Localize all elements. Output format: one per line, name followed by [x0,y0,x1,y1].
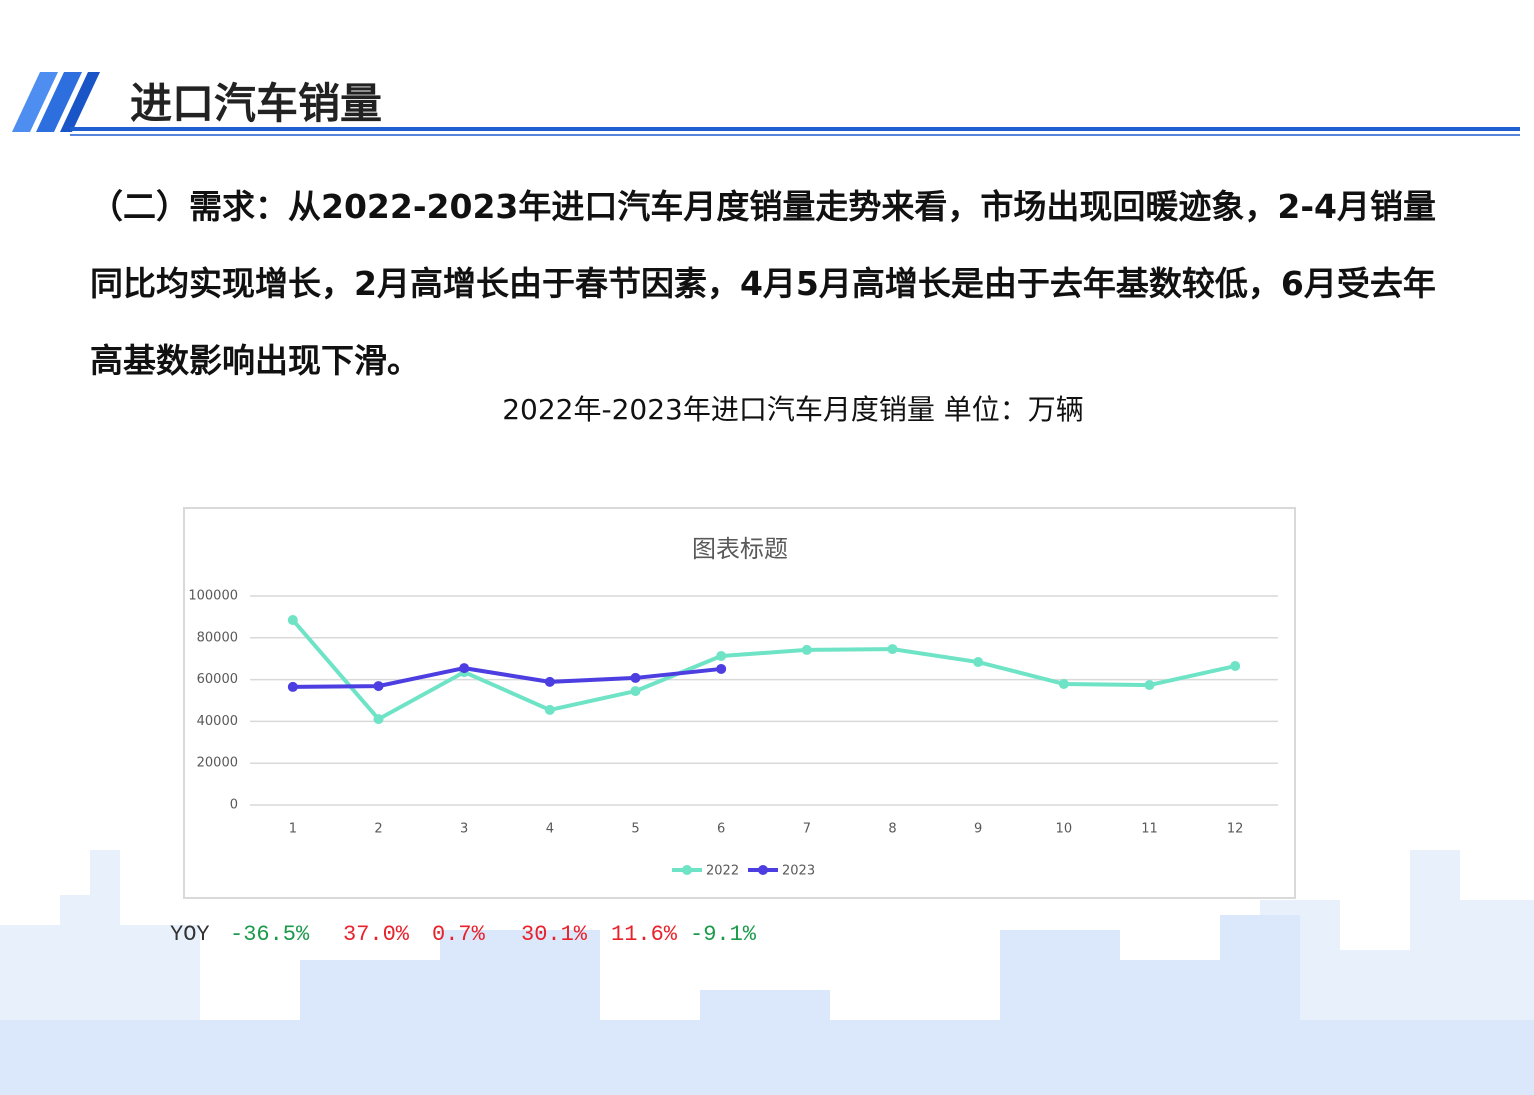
data-point [287,681,298,692]
y-tick-label: 20000 [197,756,238,771]
data-point [373,714,384,725]
data-point [373,681,384,692]
chart-caption: 2022年-2023年进口汽车月度销量 单位：万辆 [502,393,1084,426]
y-tick-label: 100000 [188,589,238,604]
x-tick-label: 9 [974,822,982,837]
chart-title: 图表标题 [692,535,788,563]
x-tick-label: 1 [289,822,297,837]
skyline-front [0,915,1534,1095]
yoy-value: -9.1% [690,922,757,947]
page-title: 进口汽车销量 [130,79,383,128]
yoy-label: YOY [170,922,210,947]
stripe [60,72,100,132]
data-point [887,644,898,655]
yoy-value: 30.1% [521,922,588,947]
data-point [544,704,555,715]
data-point [544,676,555,687]
x-tick-label: 7 [803,822,811,837]
paragraph: （二）需求：从2022-2023年进口汽车月度销量走势来看，市场出现回暖迹象，2… [90,187,1437,380]
x-tick-label: 2 [374,822,382,837]
data-point [630,672,641,683]
data-point [459,663,470,674]
data-point [973,657,984,668]
stripe [36,72,82,132]
x-tick-label: 8 [888,822,896,837]
series-line [291,618,1236,722]
legend-label: 2023 [782,864,815,879]
data-point [1144,680,1155,691]
data-point [801,644,812,655]
chart-frame [183,507,1296,899]
y-tick-label: 80000 [197,630,238,645]
data-point [630,686,641,697]
x-tick-label: 3 [460,822,468,837]
yoy-value: 37.0% [343,922,410,947]
data-point [716,663,727,674]
yoy-value: 11.6% [611,922,678,947]
data-point [1058,678,1069,689]
legend-marker [758,865,768,875]
legend-marker [682,865,692,875]
series-line [292,666,722,689]
stripe [12,72,58,132]
x-tick-label: 12 [1227,822,1244,837]
legend-label: 2022 [706,864,739,879]
x-tick-label: 11 [1141,822,1158,837]
data-point [287,615,298,626]
x-tick-label: 4 [546,822,554,837]
x-tick-label: 6 [717,822,725,837]
yoy-value: 0.7% [432,922,486,947]
x-tick-label: 5 [631,822,639,837]
x-tick-label: 10 [1056,822,1073,837]
y-tick-label: 0 [230,798,238,813]
y-tick-label: 40000 [197,714,238,729]
data-point [716,650,727,661]
y-tick-label: 60000 [197,672,238,687]
yoy-value: -36.5% [230,922,310,947]
data-point [1230,661,1241,672]
